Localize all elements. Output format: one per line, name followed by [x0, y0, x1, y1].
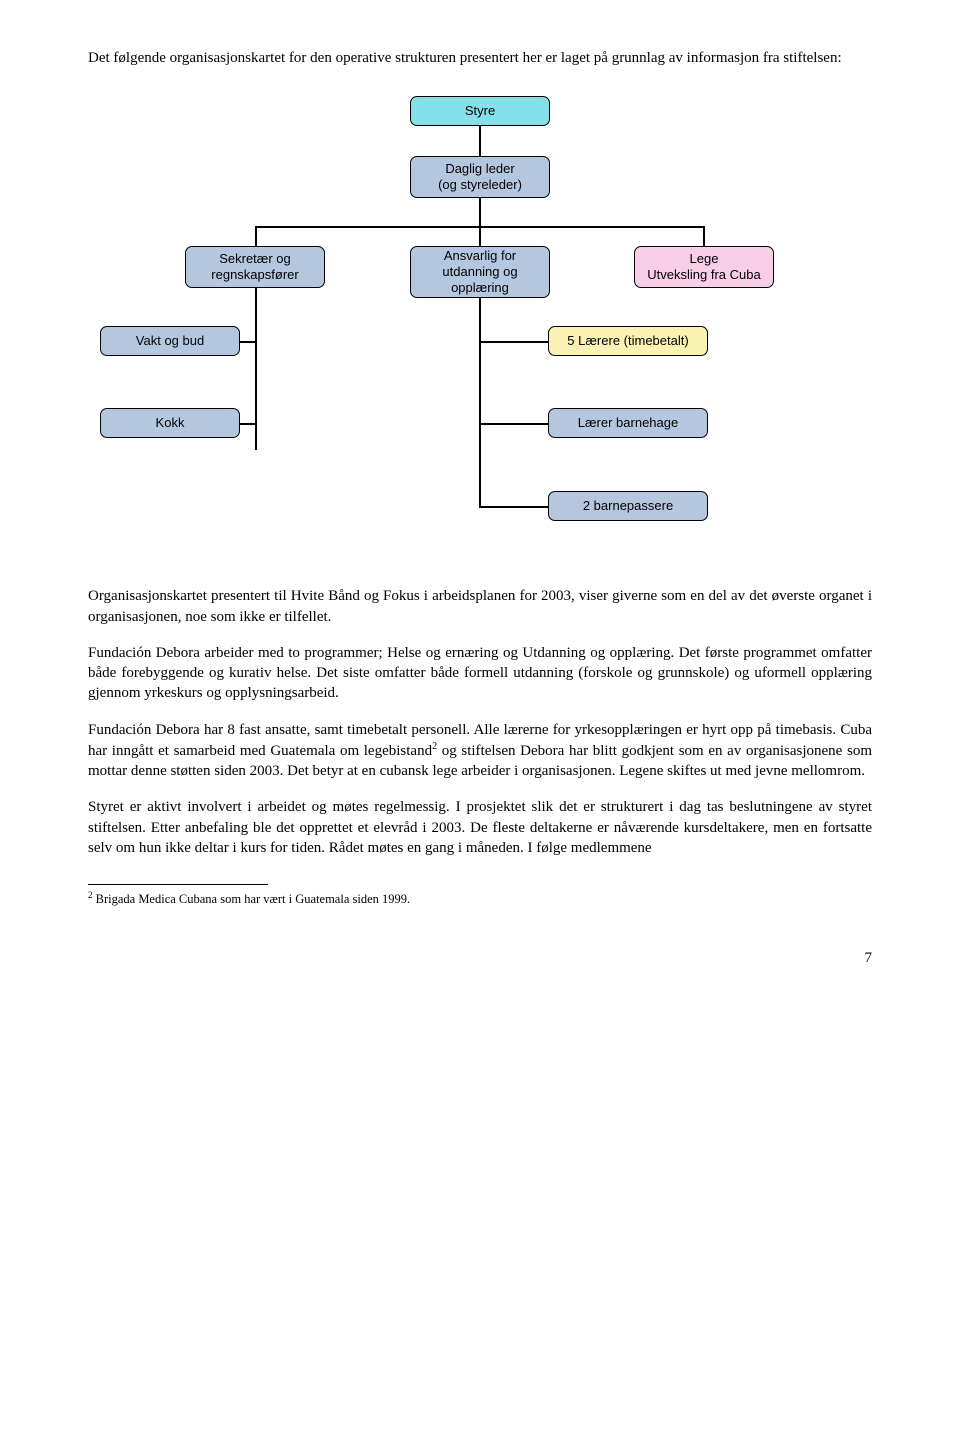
paragraph-3: Fundación Debora har 8 fast ansatte, sam…	[88, 720, 872, 782]
intro-paragraph: Det følgende organisasjonskartet for den…	[88, 48, 872, 68]
node-ansvarlig: Ansvarlig for utdanning og opplæring	[410, 246, 550, 298]
paragraph-2: Fundación Debora arbeider med to program…	[88, 643, 872, 704]
footnote: 2 Brigada Medica Cubana som har vært i G…	[88, 889, 872, 908]
node-lege: Lege Utveksling fra Cuba	[634, 246, 774, 288]
paragraph-1: Organisasjonskartet presentert til Hvite…	[88, 586, 872, 627]
node-vakt: Vakt og bud	[100, 326, 240, 356]
node-barnepassere: 2 barnepassere	[548, 491, 708, 521]
footnote-rule	[88, 884, 268, 885]
footnote-text: Brigada Medica Cubana som har vært i Gua…	[93, 892, 411, 906]
node-kokk: Kokk	[100, 408, 240, 438]
node-laerere: 5 Lærere (timebetalt)	[548, 326, 708, 356]
node-sekretaer: Sekretær og regnskapsfører	[185, 246, 325, 288]
org-chart: Styre Daglig leder (og styreleder) Sekre…	[100, 96, 860, 546]
paragraph-4: Styret er aktivt involvert i arbeidet og…	[88, 797, 872, 858]
node-styre: Styre	[410, 96, 550, 126]
node-daglig-leder: Daglig leder (og styreleder)	[410, 156, 550, 198]
page-number: 7	[88, 948, 872, 968]
node-laerer-barnehage: Lærer barnehage	[548, 408, 708, 438]
